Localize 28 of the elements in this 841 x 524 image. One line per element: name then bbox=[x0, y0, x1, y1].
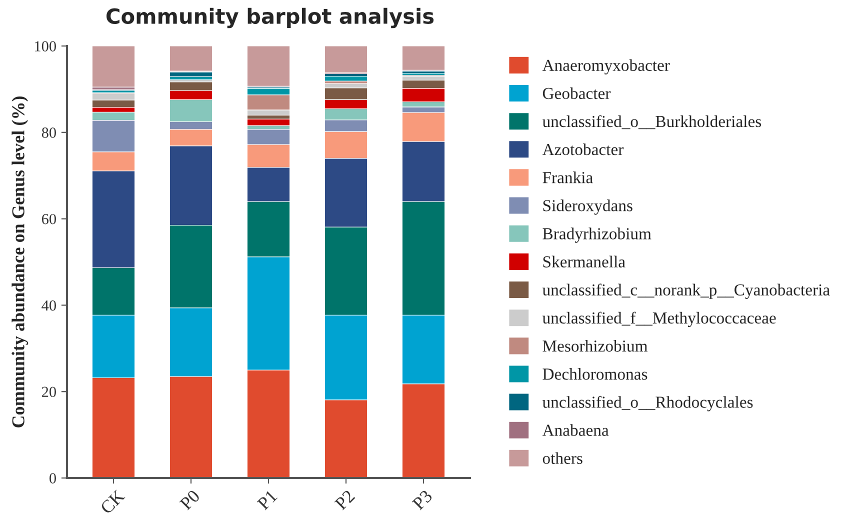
legend-label: Anabaena bbox=[542, 424, 609, 436]
x-tick-label: P1 bbox=[256, 490, 278, 510]
legend-label: Skermanella bbox=[543, 256, 626, 268]
x-tick-label: P3 bbox=[412, 489, 433, 511]
legend-label: others bbox=[542, 452, 582, 464]
x-tick-label: P2 bbox=[334, 490, 356, 510]
x-tick-label: CK bbox=[100, 488, 126, 515]
y-tick-label: 40 bbox=[42, 300, 56, 311]
chart-title: Community barplot analysis bbox=[106, 8, 434, 28]
legend-label: Geobacter bbox=[542, 87, 611, 100]
legend-label: unclassified_o__Burkholderiales bbox=[542, 115, 762, 130]
legend-label: Dechloromonas bbox=[542, 368, 648, 380]
legend-label: Bradyrhizobium bbox=[542, 228, 652, 243]
y-tick-label: 80 bbox=[42, 128, 56, 138]
y-tick-label: 60 bbox=[42, 214, 56, 224]
legend-label: Mesorhizobium bbox=[542, 340, 648, 352]
legend-label: unclassified_c__norank_p__Cyanobacteria bbox=[542, 284, 830, 299]
y-tick-label: 0 bbox=[50, 473, 56, 484]
y-tick-label: 100 bbox=[35, 41, 56, 52]
x-tick-label: P0 bbox=[179, 489, 200, 511]
legend-label: Azotobacter bbox=[542, 143, 624, 156]
y-axis-title: Community abundance on Genus level (%) bbox=[12, 96, 28, 428]
legend-label: Anaeromyxobacter bbox=[542, 59, 670, 74]
legend-label: Frankia bbox=[542, 172, 593, 184]
legend-label: unclassified_f__Methylococcaceae bbox=[542, 312, 776, 328]
legend-label: Sideroxydans bbox=[543, 200, 632, 215]
legend-label: unclassified_o__Rhodocyclales bbox=[542, 396, 753, 412]
y-tick-label: 20 bbox=[42, 386, 56, 398]
